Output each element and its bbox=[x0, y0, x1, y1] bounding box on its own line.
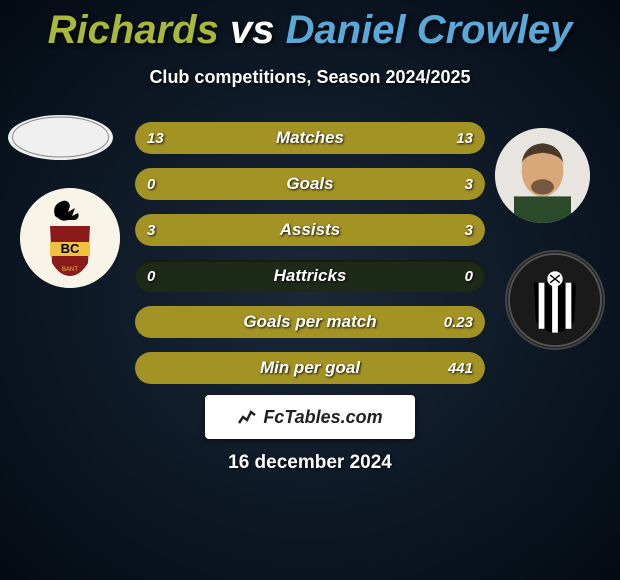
brand-badge: FcTables.com bbox=[205, 395, 415, 439]
stat-label: Hattricks bbox=[135, 260, 485, 292]
title-player2: Daniel Crowley bbox=[286, 8, 573, 52]
stat-label: Goals per match bbox=[135, 306, 485, 338]
stat-row: 33Assists bbox=[135, 214, 485, 246]
stat-row: 00Hattricks bbox=[135, 260, 485, 292]
title-vs: vs bbox=[219, 8, 286, 52]
stat-label: Matches bbox=[135, 122, 485, 154]
club2-badge bbox=[505, 250, 605, 350]
svg-text:BANT: BANT bbox=[62, 267, 78, 273]
brand-icon bbox=[237, 407, 257, 427]
stat-label: Goals bbox=[135, 168, 485, 200]
stat-label: Assists bbox=[135, 214, 485, 246]
stat-label: Min per goal bbox=[135, 352, 485, 384]
brand-text: FcTables.com bbox=[263, 407, 382, 428]
stat-row: 0.23Goals per match bbox=[135, 306, 485, 338]
stat-row: 441Min per goal bbox=[135, 352, 485, 384]
player2-avatar bbox=[495, 128, 590, 223]
title-player1: Richards bbox=[48, 8, 219, 52]
stat-row: 1313Matches bbox=[135, 122, 485, 154]
stat-row: 03Goals bbox=[135, 168, 485, 200]
stats-container: 1313Matches 03Goals 33Assists 00Hattricks 0.… bbox=[135, 122, 485, 398]
page-title: Richards vs Daniel Crowley bbox=[0, 0, 620, 53]
subtitle: Club competitions, Season 2024/2025 bbox=[0, 67, 620, 88]
date-text: 16 december 2024 bbox=[0, 452, 620, 474]
player1-avatar bbox=[8, 115, 113, 160]
svg-text:BC: BC bbox=[61, 241, 80, 256]
club1-badge: BC BANT bbox=[20, 188, 120, 288]
